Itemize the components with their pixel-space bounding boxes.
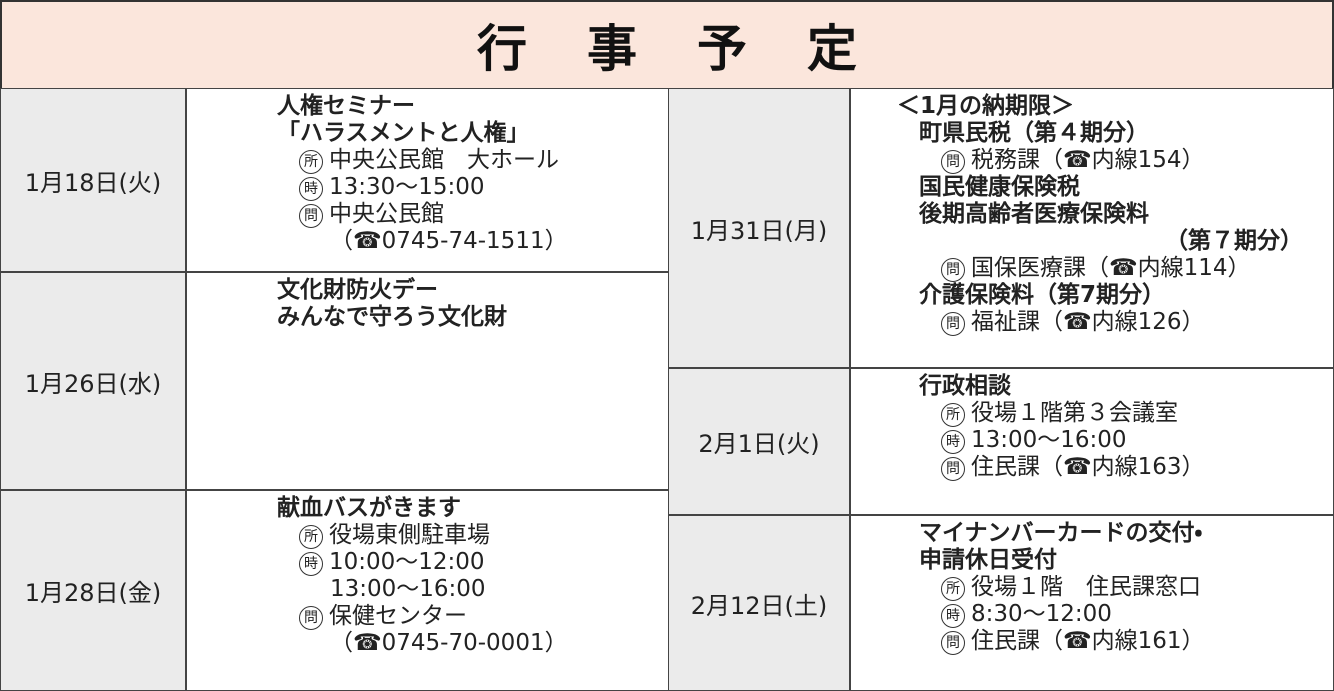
event-detail: 問住民課（☎内線161） bbox=[919, 628, 1333, 655]
detail-text: （☎0745-74-1511） bbox=[330, 228, 568, 254]
detail-icon: 問 bbox=[941, 457, 965, 481]
detail-icon: 所 bbox=[299, 525, 323, 549]
event-title: 国民健康保険税 bbox=[919, 174, 1080, 200]
event-content: 文化財防火デー みんなで守ろう文化財 bbox=[186, 272, 669, 490]
event-content: 献血バスがきます所役場東側駐車場時 10:00～12:00 13:00～16:00 問… bbox=[186, 490, 669, 691]
event-date: 1月26日(水) bbox=[0, 272, 186, 490]
detail-text: 13:00～16:00 bbox=[971, 427, 1127, 453]
detail-text: 10:00～12:00 bbox=[329, 549, 485, 575]
event-detail: 問中央公民館 bbox=[277, 201, 668, 228]
event-detail: 問住民課（☎内線163） bbox=[919, 454, 1333, 481]
event-detail: 時 8:30～12:00 bbox=[919, 601, 1333, 628]
event-title: 文化財防火デー bbox=[277, 277, 438, 303]
event-detail: 所中央公民館 大ホール bbox=[277, 147, 668, 174]
detail-icon: 問 bbox=[941, 631, 965, 655]
event-date: 1月31日(月) bbox=[668, 88, 850, 368]
detail-text: 国保医療課（☎内線114） bbox=[971, 255, 1251, 281]
event-detail: （☎0745-74-1511） bbox=[277, 228, 668, 255]
event-content: ＜1月の納期限＞ 町県民税（第４期分）問税務課（☎内線154） 国民健康保険税 後期高… bbox=[850, 88, 1334, 368]
event-title: 献血バスがきます bbox=[277, 495, 461, 521]
event-title: 介護保険料（第7期分） bbox=[919, 282, 1166, 308]
event-detail: 問福祉課（☎内線126） bbox=[919, 309, 1333, 336]
event-detail: 時 13:30～15:00 bbox=[277, 174, 668, 201]
event-date: 2月12日(土) bbox=[668, 515, 850, 691]
detail-text: 福祉課（☎内線126） bbox=[971, 309, 1205, 335]
detail-icon: 問 bbox=[299, 606, 323, 630]
detail-icon: 問 bbox=[941, 258, 965, 282]
detail-icon: 所 bbox=[941, 577, 965, 601]
detail-text: 8:30～12:00 bbox=[971, 601, 1112, 627]
event-title: 「ハラスメントと人権」 bbox=[277, 120, 530, 146]
event-detail: 時 13:00～16:00 bbox=[919, 427, 1333, 454]
event-heading: ＜1月の納期限＞ bbox=[897, 93, 1075, 119]
detail-icon: 問 bbox=[941, 150, 965, 174]
detail-text: 税務課（☎内線154） bbox=[971, 147, 1205, 173]
event-date: 1月28日(金) bbox=[0, 490, 186, 691]
event-detail: 13:00～16:00 bbox=[277, 576, 668, 603]
event-detail: 所役場東側駐車場 bbox=[277, 522, 668, 549]
event-detail: 問保健センター bbox=[277, 603, 668, 630]
detail-icon: 問 bbox=[941, 312, 965, 336]
event-title: みんなで守ろう文化財 bbox=[277, 304, 507, 330]
detail-icon: 所 bbox=[941, 403, 965, 427]
detail-icon: 所 bbox=[299, 150, 323, 174]
detail-text: 13:00～16:00 bbox=[330, 576, 486, 602]
detail-icon: 時 bbox=[299, 177, 323, 201]
detail-text: 中央公民館 大ホール bbox=[329, 147, 559, 173]
event-title: 行政相談 bbox=[919, 373, 1011, 399]
event-detail: 問税務課（☎内線154） bbox=[919, 147, 1333, 174]
event-title: （第７期分） bbox=[1165, 228, 1303, 254]
detail-text: （☎0745-70-0001） bbox=[330, 630, 568, 656]
detail-text: 役場１階 住民課窓口 bbox=[971, 574, 1201, 600]
event-title: 申請休日受付 bbox=[919, 547, 1057, 573]
event-date: 2月1日(火) bbox=[668, 368, 850, 515]
event-title: マイナンバーカードの交付・ bbox=[919, 520, 1203, 546]
event-content: 人権セミナー 「ハラスメントと人権」所中央公民館 大ホール時 13:30～15:00… bbox=[186, 88, 669, 272]
detail-text: 住民課（☎内線163） bbox=[971, 454, 1205, 480]
event-title: 後期高齢者医療保険料 bbox=[919, 201, 1149, 227]
event-detail: 所役場１階第３会議室 bbox=[919, 400, 1333, 427]
event-content: マイナンバーカードの交付・ 申請休日受付所役場１階 住民課窓口時 8:30～12:0… bbox=[850, 515, 1334, 691]
event-date: 1月18日(火) bbox=[0, 88, 186, 272]
event-detail: 問国保医療課（☎内線114） bbox=[919, 255, 1333, 282]
page-title: 行事予定 bbox=[0, 0, 1334, 90]
detail-icon: 時 bbox=[941, 604, 965, 628]
detail-text: 住民課（☎内線161） bbox=[971, 628, 1205, 654]
event-title: 人権セミナー bbox=[277, 93, 415, 119]
event-detail: （☎0745-70-0001） bbox=[277, 630, 668, 657]
event-title: 町県民税（第４期分） bbox=[919, 120, 1149, 146]
event-detail: 所役場１階 住民課窓口 bbox=[919, 574, 1333, 601]
detail-icon: 時 bbox=[299, 552, 323, 576]
detail-icon: 問 bbox=[299, 204, 323, 228]
detail-text: 中央公民館 bbox=[329, 201, 444, 227]
detail-text: 13:30～15:00 bbox=[329, 174, 485, 200]
event-detail: 時 10:00～12:00 bbox=[277, 549, 668, 576]
detail-text: 役場東側駐車場 bbox=[329, 522, 490, 548]
detail-icon: 時 bbox=[941, 430, 965, 454]
detail-text: 役場１階第３会議室 bbox=[971, 400, 1178, 426]
detail-text: 保健センター bbox=[329, 603, 467, 629]
event-content: 行政相談所役場１階第３会議室時 13:00～16:00 問住民課（☎内線163） bbox=[850, 368, 1334, 515]
